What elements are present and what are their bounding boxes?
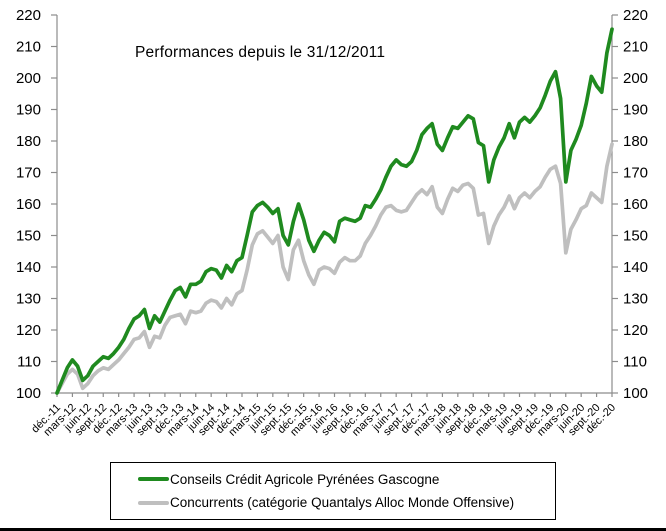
svg-text:210: 210	[16, 39, 41, 56]
svg-text:180: 180	[623, 133, 648, 150]
legend-item-conseils: Conseils Crédit Agricole Pyrénées Gascog…	[111, 472, 555, 487]
chart-plot-area: 100 100 110 110 120 120 130 130 140 140 150 150 160 1…	[16, 7, 648, 439]
svg-text:140: 140	[623, 259, 648, 276]
svg-text:120: 120	[16, 322, 41, 339]
svg-text:150: 150	[16, 228, 41, 245]
svg-text:170: 170	[623, 165, 648, 182]
svg-text:200: 200	[623, 70, 648, 87]
svg-text:190: 190	[16, 102, 41, 119]
legend-label-concurrents: Concurrents (catégorie Quantalys Alloc M…	[170, 495, 515, 511]
svg-text:100: 100	[16, 385, 41, 402]
svg-text:120: 120	[623, 322, 648, 339]
svg-text:140: 140	[16, 259, 41, 276]
svg-text:220: 220	[16, 7, 41, 24]
legend-label-conseils: Conseils Crédit Agricole Pyrénées Gascog…	[170, 471, 440, 487]
chart-title: Performances depuis le 31/12/2011	[135, 44, 386, 61]
svg-text:160: 160	[16, 196, 41, 213]
svg-text:130: 130	[623, 291, 648, 308]
svg-text:160: 160	[623, 196, 648, 213]
bottom-border-line	[0, 528, 666, 531]
legend-swatch-green-line	[138, 476, 169, 482]
legend-item-concurrents: Concurrents (catégorie Quantalys Alloc M…	[111, 495, 555, 510]
svg-text:170: 170	[16, 165, 41, 182]
svg-text:220: 220	[623, 7, 648, 24]
svg-text:190: 190	[623, 102, 648, 119]
svg-text:110: 110	[623, 354, 647, 371]
chart-legend: Conseils Crédit Agricole Pyrénées Gascog…	[110, 462, 556, 520]
legend-swatch-gray-line	[138, 500, 169, 506]
svg-text:200: 200	[16, 70, 41, 87]
svg-text:180: 180	[16, 133, 41, 150]
svg-text:130: 130	[16, 291, 41, 308]
svg-text:110: 110	[17, 354, 41, 371]
svg-text:100: 100	[623, 385, 648, 402]
svg-text:150: 150	[623, 228, 648, 245]
svg-text:210: 210	[623, 39, 648, 56]
